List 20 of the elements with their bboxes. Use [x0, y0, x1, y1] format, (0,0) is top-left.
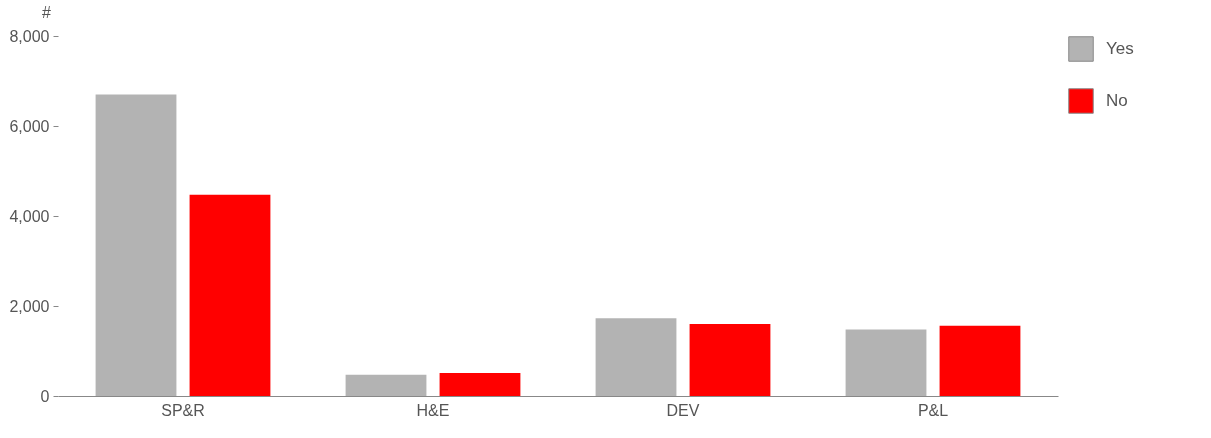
- y-tick-label: 8,000: [9, 27, 50, 45]
- y-tick-label: 0: [40, 387, 50, 405]
- x-tick-label: P&L: [917, 401, 949, 419]
- bar: [439, 373, 521, 396]
- x-tick-label: DEV: [666, 401, 700, 419]
- y-axis-title: #: [42, 3, 52, 21]
- bar: [689, 324, 771, 396]
- legend-label: Yes: [1106, 39, 1134, 58]
- y-tick-label: 6,000: [9, 117, 50, 135]
- bar: [95, 94, 177, 396]
- bar: [939, 325, 1021, 396]
- x-tick-label: SP&R: [161, 401, 205, 419]
- bar: [189, 194, 271, 396]
- y-tick-label: 4,000: [9, 207, 50, 225]
- y-tick-label: 2,000: [9, 297, 50, 315]
- legend-label: No: [1106, 91, 1128, 110]
- bar: [345, 374, 427, 396]
- bar: [845, 329, 927, 396]
- x-tick-label: H&E: [416, 401, 450, 419]
- bar: [595, 318, 677, 396]
